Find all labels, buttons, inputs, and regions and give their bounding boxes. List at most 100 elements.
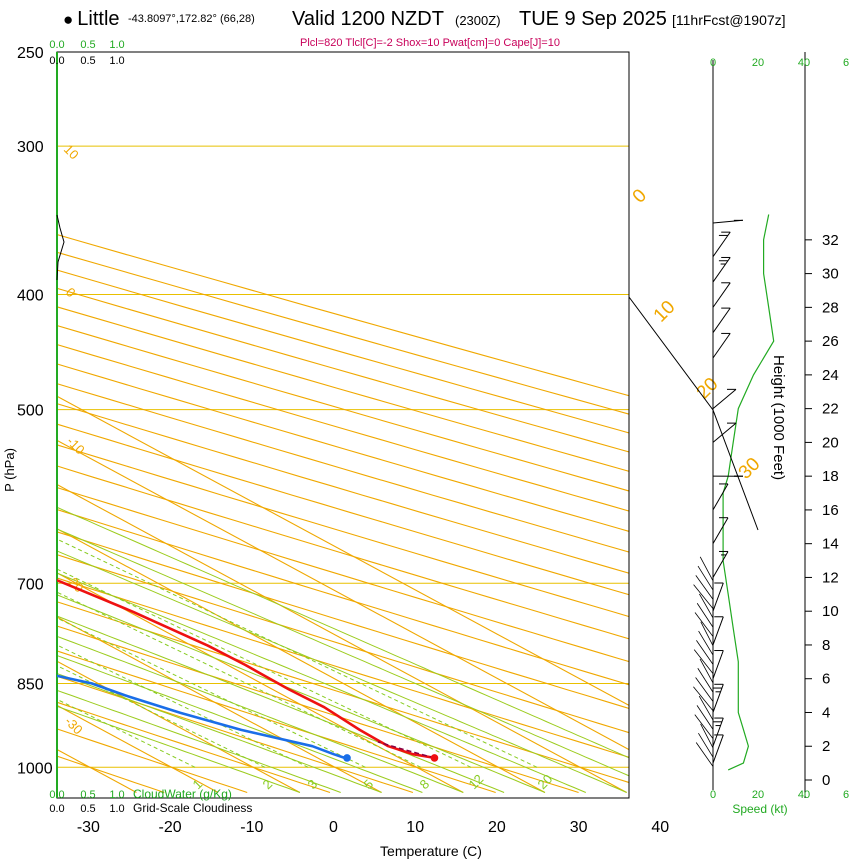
wind-speed-line bbox=[722, 214, 775, 771]
stability-indices: Plcl=820 Tlcl[C]=-2 Shox=10 Pwat[cm]=0 C… bbox=[300, 37, 560, 49]
mixing-ratio-label-2: 2 bbox=[260, 776, 276, 792]
isotherm-label-4: -30 bbox=[62, 714, 86, 738]
cloudiness-top-tick-1: 0.5 bbox=[80, 55, 95, 67]
pressure-tick-label-700: 700 bbox=[17, 576, 44, 593]
dry-adiabat-0 bbox=[57, 675, 414, 794]
dry-adiabat-110 bbox=[57, 423, 629, 596]
mixing-ratio-1 bbox=[57, 698, 196, 768]
cloudiness-trace bbox=[56, 214, 65, 281]
moist-adiabat-0 bbox=[57, 672, 382, 793]
valid-date: TUE 9 Sep 2025 bbox=[519, 8, 667, 30]
dry-adiabat-30 bbox=[57, 601, 629, 784]
moist-adiabat-25 bbox=[57, 572, 586, 793]
wind-barb-13 bbox=[712, 616, 724, 646]
site-dot-icon: ● bbox=[63, 10, 74, 29]
dry-adiabat-50 bbox=[57, 554, 629, 734]
dry-adiabat-130 bbox=[57, 383, 629, 553]
speed-bottom-tick-2: 40 bbox=[798, 789, 810, 801]
speed-axis-label: Speed (kt) bbox=[732, 802, 787, 816]
dry-adiabat-160 bbox=[57, 324, 629, 492]
wind-barb-1 bbox=[712, 231, 731, 258]
plot-frame bbox=[56, 51, 630, 799]
dry-adiabat-10 bbox=[57, 650, 496, 794]
temperature-tick-label--20: -20 bbox=[159, 819, 182, 836]
pressure-tick-label-500: 500 bbox=[17, 403, 44, 420]
site-title: ● Little bbox=[63, 8, 120, 31]
dry-adiabat-180 bbox=[57, 287, 629, 453]
surface-temperature-dot bbox=[430, 754, 439, 762]
cloudwater-bottom-tick-1: 0.5 bbox=[80, 789, 95, 801]
dry-adiabat-170 bbox=[57, 306, 629, 472]
wind-barb-5 bbox=[712, 332, 731, 359]
isotherm--10 bbox=[57, 660, 301, 793]
height-tick-label-10: 10 bbox=[822, 603, 839, 620]
height-tick-label-16: 16 bbox=[822, 502, 839, 519]
dry-adiabat--10 bbox=[57, 701, 331, 794]
temperature-tick-label--10: -10 bbox=[240, 819, 263, 836]
wind-barb-12 bbox=[712, 582, 724, 612]
speed-top-tick-2: 40 bbox=[798, 57, 810, 69]
dry-adiabat-150 bbox=[57, 344, 629, 512]
dewpoint-line bbox=[57, 674, 346, 760]
height-tick-label-2: 2 bbox=[822, 738, 830, 755]
pressure-tick-label-850: 850 bbox=[17, 676, 44, 693]
wind-barb-7 bbox=[712, 422, 737, 443]
pressure-height-guide bbox=[628, 296, 759, 531]
dry-adiabat-120 bbox=[57, 403, 629, 574]
height-tick-label-18: 18 bbox=[822, 468, 839, 485]
isotherm-label-2: -10 bbox=[64, 434, 88, 458]
dry-adiabat-210 bbox=[57, 234, 629, 397]
cloudiness-bottom-tick-1: 0.5 bbox=[80, 803, 95, 815]
height-tick-label-30: 30 bbox=[822, 266, 839, 283]
moist-adiabat--5 bbox=[57, 689, 341, 793]
wind-barb-0 bbox=[712, 219, 743, 224]
wind-barb-10 bbox=[712, 517, 729, 544]
valid-time-zulu: (2300Z) bbox=[455, 13, 501, 28]
wind-barb-4 bbox=[712, 307, 731, 333]
height-tick-label-26: 26 bbox=[822, 333, 839, 350]
dry-adiabat-40 bbox=[57, 577, 629, 758]
dry-adiabat-70 bbox=[57, 508, 629, 686]
cloudiness-axis-label: Grid-Scale Cloudiness bbox=[133, 801, 252, 815]
mixing-ratio-label-8: 8 bbox=[417, 776, 433, 792]
pressure-tick-label-400: 400 bbox=[17, 288, 44, 305]
moist-adiabat-35 bbox=[57, 528, 629, 777]
dry-adiabat-20 bbox=[57, 625, 579, 794]
dry-adiabat-140 bbox=[57, 363, 629, 532]
height-tick-label-12: 12 bbox=[822, 569, 839, 586]
pressure-axis-label: P (hPa) bbox=[2, 448, 17, 492]
pressure-tick-label-250: 250 bbox=[17, 45, 44, 62]
cloudiness-bottom-tick-0: 0.0 bbox=[49, 803, 64, 815]
isotherm-label-5: 0 bbox=[629, 185, 651, 207]
isotherm-0 bbox=[57, 616, 382, 793]
wind-barb-14 bbox=[712, 650, 724, 679]
moist-adiabat-5 bbox=[57, 654, 423, 793]
wind-barb-15 bbox=[712, 683, 724, 713]
cloudwater-top-tick-2: 1.0 bbox=[109, 39, 124, 51]
isotherm-50 bbox=[57, 395, 629, 707]
background-grid bbox=[57, 52, 629, 794]
cloudwater-top-tick-0: 0.0 bbox=[49, 39, 64, 51]
speed-top-tick-3: 6 bbox=[843, 57, 849, 69]
height-tick-label-20: 20 bbox=[822, 434, 839, 451]
valid-time: Valid 1200 NZDT bbox=[292, 8, 444, 30]
temperature-tick-label-30: 30 bbox=[570, 819, 588, 836]
height-tick-label-4: 4 bbox=[822, 704, 830, 721]
site-coordinates: -43.8097°,172.82° (66,28) bbox=[128, 13, 255, 25]
isotherm-40 bbox=[57, 439, 629, 751]
wind-barb-16 bbox=[712, 717, 724, 747]
cloudwater-top-tick-1: 0.5 bbox=[80, 39, 95, 51]
height-tick-label-32: 32 bbox=[822, 232, 839, 249]
height-tick-label-14: 14 bbox=[822, 536, 839, 553]
isotherm-30 bbox=[57, 483, 627, 793]
isotherm-20 bbox=[57, 528, 546, 793]
wind-barb-2 bbox=[712, 256, 731, 283]
cloudiness-bottom-tick-2: 1.0 bbox=[109, 803, 124, 815]
speed-bottom-tick-0: 0 bbox=[710, 789, 716, 801]
temperature-tick-label-0: 0 bbox=[329, 819, 338, 836]
mixing-ratio-8 bbox=[57, 591, 422, 768]
moist-adiabat--10 bbox=[57, 705, 301, 793]
cloudwater-bottom-tick-0: 0.0 bbox=[49, 789, 64, 801]
dry-adiabat-100 bbox=[57, 444, 629, 618]
